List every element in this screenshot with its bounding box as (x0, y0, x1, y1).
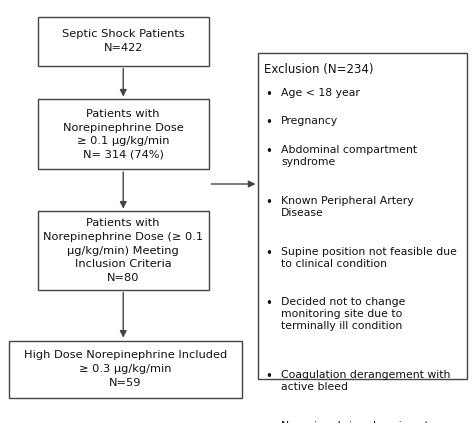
Text: Patients with
Norepinephrine Dose
≥ 0.1 μg/kg/min
N= 314 (74%): Patients with Norepinephrine Dose ≥ 0.1 … (63, 109, 183, 160)
FancyBboxPatch shape (38, 99, 209, 169)
Text: High Dose Norepinephrine Included
≥ 0.3 μg/kg/min
N=59: High Dose Norepinephrine Included ≥ 0.3 … (24, 351, 227, 387)
Text: •: • (265, 421, 273, 423)
Text: Pregnancy: Pregnancy (281, 116, 338, 126)
Text: Exclusion (N=234): Exclusion (N=234) (264, 63, 374, 77)
Text: Norepinephrine dose is not
static during predefined time
period: Norepinephrine dose is not static during… (281, 421, 440, 423)
Text: Septic Shock Patients
N=422: Septic Shock Patients N=422 (62, 30, 184, 53)
Text: •: • (265, 247, 273, 260)
Text: Patients with
Norepinephrine Dose (≥ 0.1
μg/kg/min) Meeting
Inclusion Criteria
N: Patients with Norepinephrine Dose (≥ 0.1… (43, 218, 203, 283)
FancyBboxPatch shape (9, 341, 242, 398)
Text: •: • (265, 196, 273, 209)
FancyBboxPatch shape (38, 212, 209, 290)
Text: Abdominal compartment
syndrome: Abdominal compartment syndrome (281, 145, 417, 167)
FancyBboxPatch shape (258, 53, 467, 379)
Text: Decided not to change
monitoring site due to
terminally ill condition: Decided not to change monitoring site du… (281, 297, 405, 331)
Text: •: • (265, 88, 273, 101)
Text: •: • (265, 297, 273, 310)
Text: •: • (265, 370, 273, 383)
Text: •: • (265, 145, 273, 158)
FancyBboxPatch shape (38, 17, 209, 66)
Text: Age < 18 year: Age < 18 year (281, 88, 360, 98)
Text: Coagulation derangement with
active bleed: Coagulation derangement with active blee… (281, 370, 450, 392)
Text: Supine position not feasible due
to clinical condition: Supine position not feasible due to clin… (281, 247, 457, 269)
Text: Known Peripheral Artery
Disease: Known Peripheral Artery Disease (281, 196, 414, 218)
Text: •: • (265, 116, 273, 129)
